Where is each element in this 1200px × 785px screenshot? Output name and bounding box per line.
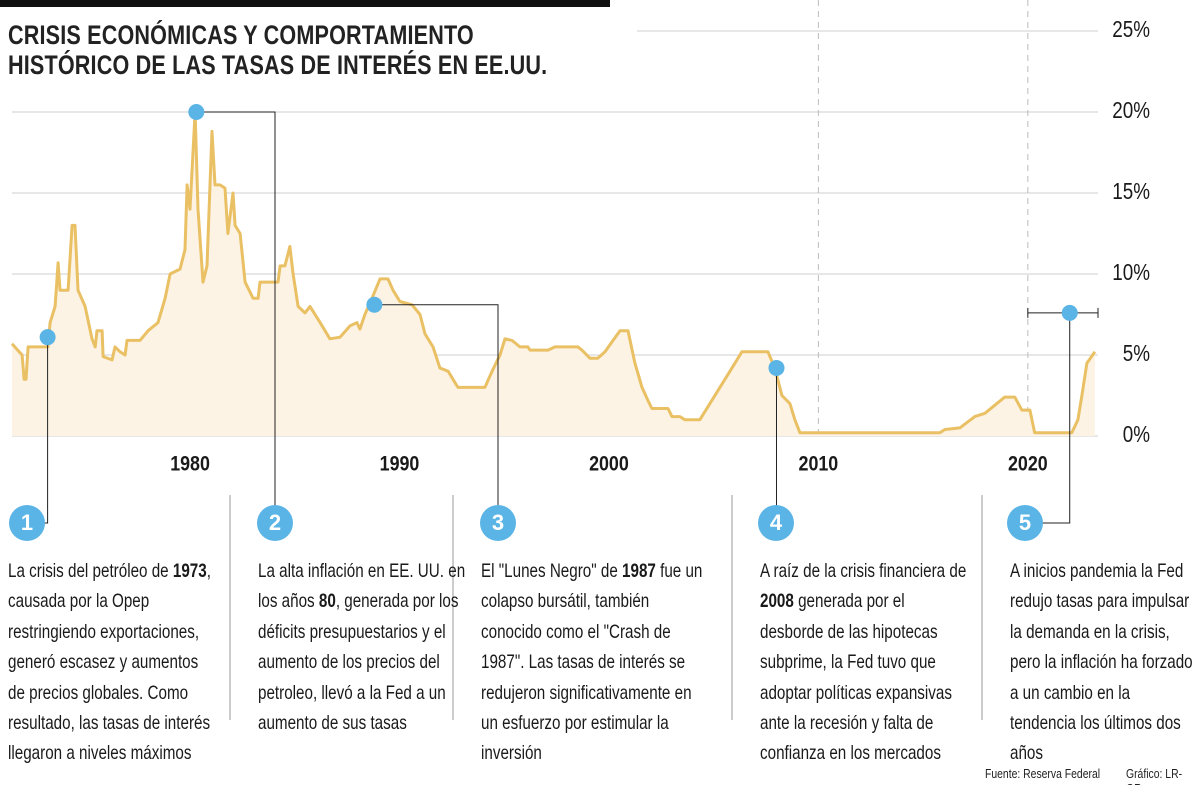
source: Fuente: Reserva Federal (985, 766, 1101, 781)
text: A raíz de la crisis financiera de (760, 560, 967, 582)
marker (366, 296, 383, 313)
number-label: 2 (269, 510, 281, 535)
y-tick-label: 25% (1112, 17, 1150, 42)
y-tick-label: 5% (1123, 341, 1150, 366)
x-tick-label: 2020 (1008, 452, 1048, 476)
text: A inicios pandemia la Fed redujo tasas p… (1010, 560, 1193, 765)
number-label: 3 (492, 510, 504, 535)
marker (1061, 304, 1078, 321)
number-badge (480, 505, 516, 541)
bold-text: 1973 (172, 560, 207, 582)
title-bar (0, 0, 610, 7)
text: La alta inflación en EE. UU. en los años (258, 560, 466, 613)
annotation-text: A inicios pandemia la Fed redujo tasas p… (1010, 556, 1200, 769)
y-tick-label: 15% (1112, 179, 1150, 204)
connector (374, 304, 499, 523)
x-tick-label: 2010 (799, 452, 839, 476)
number-badge (9, 505, 45, 541)
y-tick-label: 0% (1123, 422, 1150, 447)
x-tick-label: 1980 (170, 452, 210, 476)
y-tick-label: 20% (1112, 98, 1150, 123)
number-label: 4 (770, 510, 783, 535)
number-badge (758, 505, 794, 541)
number-badge (1007, 505, 1043, 541)
credit: Gráfico: LR-GR (1126, 766, 1183, 785)
annotation-text: La crisis del petróleo de 1973, causada … (8, 556, 218, 769)
number-label: 1 (21, 510, 33, 535)
marker (188, 104, 205, 120)
x-tick-label: 2000 (589, 452, 629, 476)
chart-title: CRISIS ECONÓMICAS Y COMPORTAMIENTO HISTÓ… (8, 20, 548, 80)
text: , generada por los déficits presupuestar… (258, 590, 459, 735)
marker (39, 329, 56, 346)
connector (196, 111, 276, 523)
annotation-text: A raíz de la crisis financiera de 2008 g… (760, 556, 970, 769)
number-label: 5 (1019, 510, 1031, 535)
data-layer (10, 110, 1097, 436)
bold-text: 1987 (622, 560, 656, 582)
text: , causada por la Opep restringiendo expo… (8, 560, 211, 765)
area (12, 112, 1095, 436)
text: fue un colapso bursátil, también conocid… (481, 560, 703, 765)
text: El "Lunes Negro" de (481, 560, 623, 582)
bold-text: 2008 (760, 590, 794, 613)
rate-line (10, 110, 1097, 435)
y-tick-label: 10% (1112, 260, 1150, 285)
number-badge (257, 505, 293, 541)
text: generada por el desborde de las hipoteca… (760, 590, 952, 765)
annotation-text: El "Lunes Negro" de 1987 fue un colapso … (481, 556, 709, 769)
x-tick-label: 1990 (380, 452, 420, 476)
marker (768, 359, 785, 376)
text: La crisis del petróleo de (8, 560, 173, 582)
annotation-text: La alta inflación en EE. UU. en los años… (258, 556, 473, 738)
bold-text: 80 (318, 590, 336, 613)
